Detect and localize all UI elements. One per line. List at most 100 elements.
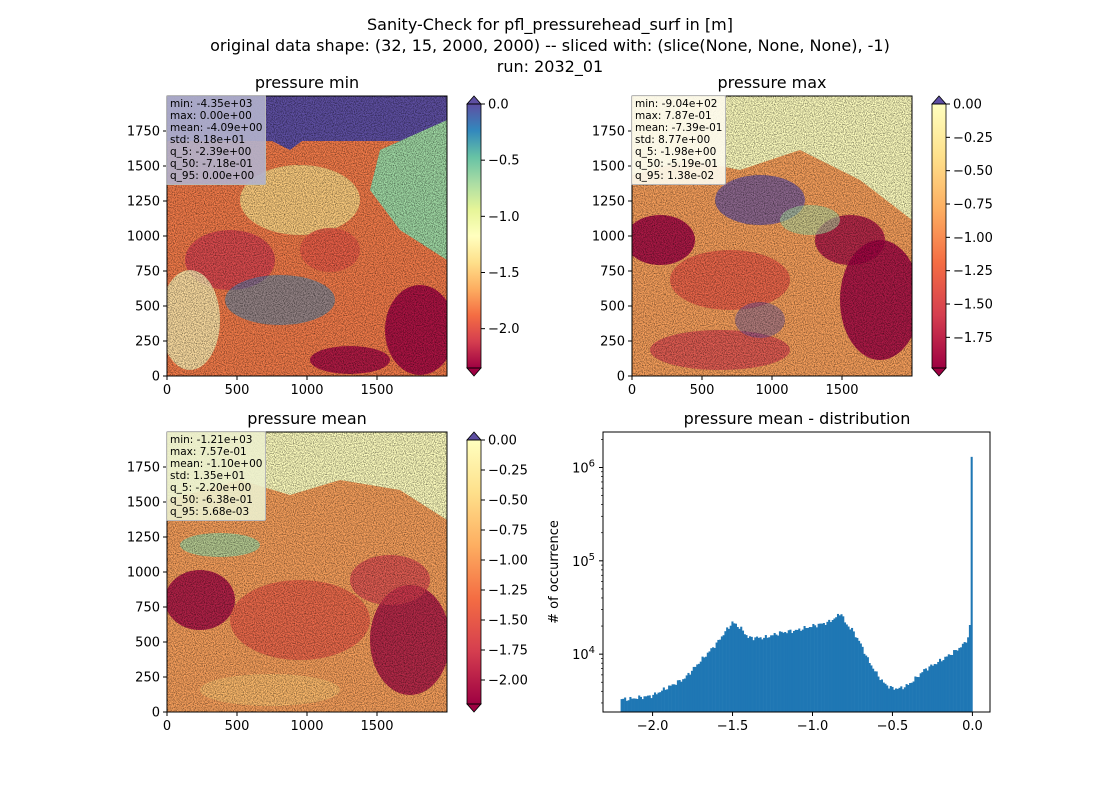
stats-line: max: 7.57e-01: [170, 446, 247, 458]
histogram-bar: [821, 623, 824, 712]
x-axis: 0 500 1000 1500: [163, 376, 394, 398]
y-tick-label: 500: [135, 300, 160, 315]
histogram-bar: [824, 624, 827, 712]
histogram-bar: [852, 631, 855, 712]
panel-title: pressure max: [717, 73, 826, 92]
histogram-bar: [726, 627, 729, 712]
histogram-bar: [710, 648, 713, 712]
histogram-bar: [761, 639, 764, 712]
histogram-bar: [805, 628, 808, 712]
histogram-bar: [944, 656, 947, 712]
histogram-bar: [749, 636, 752, 712]
histogram-bar: [763, 637, 766, 712]
histogram-bar: [828, 619, 831, 712]
histogram-bar: [953, 650, 956, 712]
histogram-bar: [634, 698, 637, 712]
histogram-bar: [708, 651, 711, 712]
colorbar-frame: [931, 103, 947, 369]
histogram-bar: [940, 661, 943, 712]
colorbar-tick-label: −0.50: [488, 494, 528, 509]
y-tick-label: 0: [152, 370, 160, 385]
histogram-bar: [717, 639, 720, 712]
histogram-bar: [722, 635, 725, 712]
histogram-bar: [796, 629, 799, 712]
histogram-bar: [801, 629, 804, 712]
y-tick-label: 250: [600, 335, 625, 350]
histogram-bar: [694, 666, 697, 712]
histogram-bar: [933, 663, 936, 712]
histogram-bar: [895, 688, 898, 712]
histogram-bar: [778, 631, 781, 712]
histogram-bar: [622, 698, 625, 712]
histogram-bar: [886, 685, 889, 712]
colorbar: 0.00 −0.25 −0.50 −0.75 −1.00 −1.25 −1.50 −1.75 −…: [466, 431, 528, 713]
stats-line: q_50: -7.18e-01: [170, 158, 253, 170]
histogram-bar: [887, 688, 891, 712]
colorbar-tick-label: −2.0: [488, 322, 520, 337]
histogram-bar: [968, 625, 971, 712]
histogram-bar: [800, 630, 803, 712]
x-tick-label: 0: [628, 383, 636, 398]
stats-line: q_5: -1.98e+00: [635, 146, 717, 158]
histogram-bar: [747, 637, 750, 712]
y-tick-label: 1250: [127, 531, 160, 546]
colorbar-extend-top: [466, 95, 482, 105]
histogram-bar: [712, 647, 715, 712]
histogram-bar: [703, 657, 706, 712]
histogram-bar: [882, 682, 885, 712]
y-tick-label: 750: [135, 265, 160, 280]
x-axis: −2.0 −1.5 −1.0 −0.5 0.0: [637, 712, 983, 734]
histogram-bar: [705, 656, 708, 712]
colorbar: 0.0 −0.5 −1.0 −1.5 −2.0: [466, 95, 520, 377]
histogram-bar: [683, 678, 686, 712]
histogram-bar: [826, 621, 829, 712]
y-axis: 0 250 500 750 1000 1250 1500 1750: [592, 125, 632, 385]
histogram-bar: [638, 695, 641, 712]
histogram-bar: [713, 647, 716, 712]
y-tick-label: 250: [135, 335, 160, 350]
y-tick-label: 1250: [592, 195, 625, 210]
histogram-bar: [701, 656, 704, 712]
histogram-bar: [905, 684, 908, 712]
histogram-bar: [682, 679, 685, 712]
histogram-bar: [916, 676, 919, 712]
x-tick-label: 0: [163, 383, 171, 398]
histogram-bar: [798, 628, 801, 712]
histogram-bar: [880, 679, 883, 712]
colorbar-tick-label: 0.00: [953, 98, 982, 113]
histogram-bar: [967, 637, 970, 712]
histogram-bar: [668, 685, 671, 712]
histogram-bar: [879, 680, 882, 712]
histogram-bar: [764, 635, 767, 712]
y-tick-label: 1750: [127, 125, 160, 140]
colorbar-tick-label: −1.0: [488, 210, 520, 225]
histogram-bar: [676, 680, 679, 712]
colorbar-gradient: [467, 104, 481, 368]
figure-title-line-1: Sanity-Check for pfl_pressurehead_surf i…: [367, 15, 733, 35]
histogram-bar: [770, 635, 773, 712]
histogram-bar: [822, 623, 825, 712]
histogram-bar: [924, 668, 927, 712]
colorbar-tick-label: −0.50: [953, 164, 993, 179]
histogram-bar: [814, 625, 817, 712]
x-tick-label: 0: [163, 719, 171, 734]
histogram-bar: [840, 614, 843, 712]
histogram-bar: [648, 695, 651, 712]
x-tick-label: 500: [225, 719, 250, 734]
histogram-bar: [657, 692, 660, 712]
y-tick-label: 1250: [127, 195, 160, 210]
histogram-bar: [652, 694, 655, 712]
x-tick-label: −1.5: [717, 719, 749, 734]
x-tick-label: 1000: [290, 719, 323, 734]
histogram-bar: [870, 665, 873, 712]
panel-title: pressure min: [255, 73, 359, 92]
histogram-bar: [847, 626, 850, 712]
histogram-bar: [946, 656, 949, 712]
stats-box: min: -9.04e+02 max: 7.87e-01 mean: -7.39e-…: [631, 95, 727, 185]
stats-line: q_5: -2.20e+00: [170, 482, 252, 494]
histogram-bar: [641, 699, 644, 712]
panel-title: pressure mean: [247, 409, 367, 428]
histogram-bar: [854, 637, 857, 712]
colorbar-tick-label: −1.25: [488, 584, 528, 599]
histogram-bar: [829, 622, 832, 712]
